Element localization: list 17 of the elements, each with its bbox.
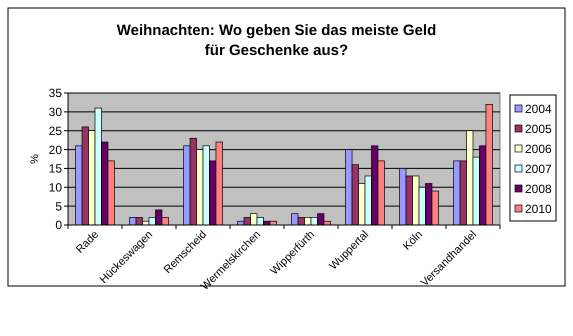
legend-label: 2006 bbox=[525, 142, 552, 156]
legend-label: 2004 bbox=[525, 102, 552, 116]
y-tick-label: 35 bbox=[48, 86, 62, 100]
x-tick-label: Köln bbox=[401, 228, 426, 253]
y-tick-label: 25 bbox=[48, 124, 62, 138]
y-tick-label: 0 bbox=[55, 218, 62, 232]
y-tick-label: 30 bbox=[48, 105, 62, 120]
y-axis-title: % bbox=[29, 154, 41, 164]
y-tick-label: 15 bbox=[48, 162, 62, 176]
y-tick-label: 5 bbox=[55, 199, 62, 214]
y-tick-label: 20 bbox=[48, 142, 62, 157]
legend-label: 2010 bbox=[525, 202, 552, 216]
y-tick-label: 10 bbox=[48, 180, 62, 194]
legend-label: 2005 bbox=[525, 122, 552, 136]
legend-label: 2007 bbox=[525, 162, 552, 176]
chart-title: Weihnachten: Wo geben Sie das meiste Geld für Geschenke aus? bbox=[116, 22, 436, 59]
legend-label: 2008 bbox=[525, 182, 552, 196]
